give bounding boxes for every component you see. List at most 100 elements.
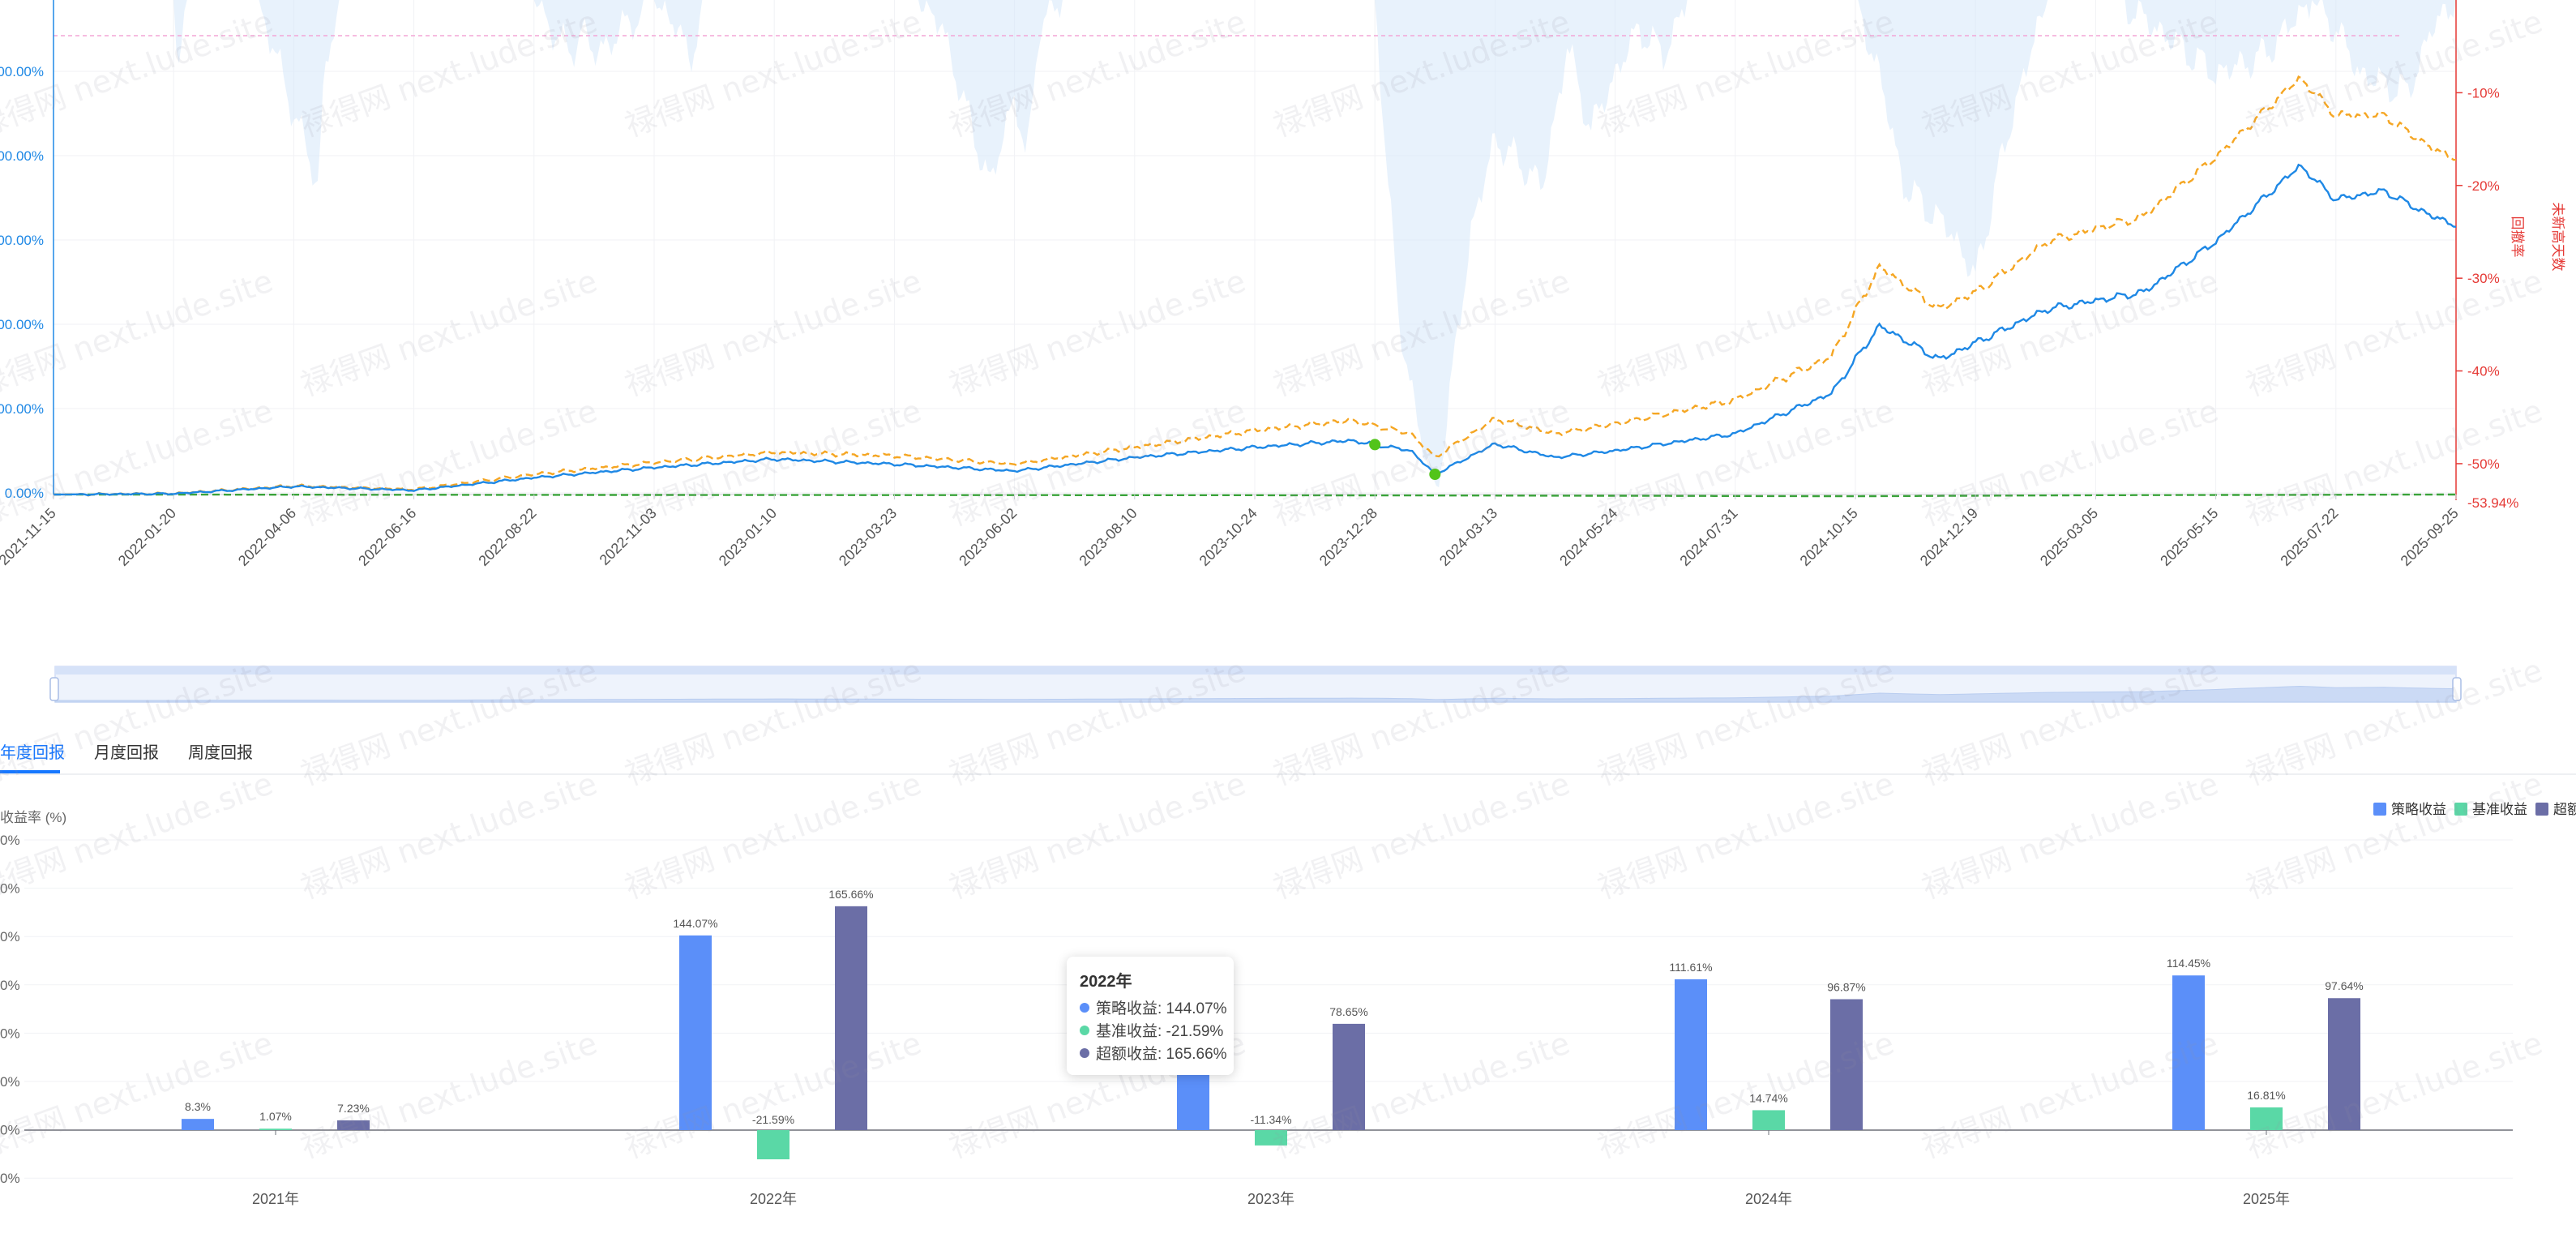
right-axis-tick-label: -10%: [2467, 85, 2500, 101]
legend-strategy-label: 策略收益: [2391, 802, 2446, 817]
benchmark-dot-icon: [1080, 1025, 1089, 1035]
bar-y-tick-label: 0%: [0, 1074, 20, 1090]
x-axis-label: 2023-06-02: [956, 505, 1020, 569]
excess-bar-label: 165.66%: [828, 888, 873, 901]
x-axis-label: 2022-04-06: [235, 505, 299, 569]
tab-weekly[interactable]: 周度回报: [188, 744, 253, 762]
x-axis-label: 2025-09-25: [2398, 505, 2462, 569]
left-axis-tick-label: 00.00%: [0, 64, 44, 79]
benchmark-bar: [757, 1130, 789, 1159]
strategy-bar-label: 111.61%: [1669, 961, 1712, 974]
strategy-series-line: [53, 163, 2457, 497]
excess-bar-label: 7.23%: [337, 1102, 370, 1115]
x-axis-label: 2023-03-23: [836, 505, 900, 569]
strategy-dot-icon: [1080, 1002, 1089, 1013]
benchmark-bar: [2250, 1107, 2283, 1130]
slider-right-handle: [2452, 677, 2462, 701]
x-axis-label: 2025-07-22: [2277, 505, 2341, 569]
slider-top-band: [55, 666, 2456, 675]
strategy-bar: [1675, 979, 1707, 1130]
benchmark-bar-label: 16.81%: [2247, 1089, 2285, 1102]
excess-series-line: [53, 493, 2456, 498]
excess-bar-label: 97.64%: [2325, 979, 2363, 992]
right-axis-tick-label: -40%: [2467, 364, 2500, 379]
right-axis-tick-label: -20%: [2467, 178, 2500, 194]
strategy-bar: [182, 1119, 214, 1130]
x-axis-label: 2024-03-13: [1436, 505, 1500, 569]
benchmark-bar-label: -21.59%: [752, 1113, 794, 1126]
legend-benchmark-swatch: [2454, 803, 2467, 816]
left-axis-tick-label: 00.00%: [0, 148, 44, 164]
bar-y-tick-label: 0%: [0, 929, 20, 944]
trough-marker: [1429, 469, 1441, 481]
bar-y-axis-title: 收益率 (%): [0, 810, 66, 825]
x-axis-label: 2022-01-20: [115, 505, 179, 569]
x-axis-label: 2022-06-16: [355, 505, 419, 569]
left-axis-tick-label: 0.00%: [5, 486, 44, 501]
tooltip-strategy-text: 策略收益: 144.07%: [1096, 1000, 1227, 1017]
left-axis-tick-label: 00.00%: [0, 401, 44, 417]
x-axis-label: 2024-12-19: [1917, 505, 1981, 569]
period-tabs: 年度回报 月度回报 周度回报: [0, 722, 2576, 775]
x-axis-label: 2023-08-10: [1076, 505, 1140, 569]
benchmark-bar-label: -11.34%: [1250, 1113, 1291, 1126]
strategy-bar: [679, 935, 712, 1130]
excess-bar: [835, 906, 867, 1130]
x-axis-label: 2022-08-22: [475, 505, 539, 569]
excess-bar: [2328, 998, 2360, 1130]
strategy-bar: [2172, 975, 2205, 1130]
strategy-bar-label: 144.07%: [673, 917, 717, 930]
bar-y-tick-label: 0%: [0, 833, 20, 848]
benchmark-series-line: [53, 75, 2457, 497]
x-axis-label: 2024-05-24: [1556, 505, 1620, 569]
slider-preview-area: [54, 685, 2457, 703]
legend-strategy-swatch: [2373, 803, 2386, 816]
drawdown-area: [53, 0, 2456, 487]
bar-x-axis-label: 2022年: [750, 1191, 797, 1207]
active-tab-indicator: [0, 770, 60, 773]
x-axis-label: 2022-11-03: [597, 505, 660, 568]
slider-left-handle: [49, 677, 59, 701]
x-axis-label: 2025-03-05: [2037, 505, 2101, 569]
benchmark-bar: [259, 1129, 292, 1130]
x-axis-label: 2023-01-10: [716, 505, 780, 569]
benchmark-bar-label: 14.74%: [1749, 1091, 1787, 1104]
benchmark-bar: [1255, 1130, 1287, 1146]
right-axis-tick-label: -30%: [2467, 271, 2500, 286]
excess-dot-icon: [1080, 1047, 1089, 1058]
tooltip-row-excess: 超额收益: 165.66%: [1080, 1043, 1227, 1066]
tab-annual[interactable]: 年度回报: [0, 744, 65, 762]
tooltip-benchmark-text: 基准收益: -21.59%: [1096, 1023, 1224, 1040]
x-axis-label: 2023-12-28: [1316, 505, 1380, 569]
x-axis-label: 2023-10-24: [1196, 505, 1260, 569]
cumulative-return-chart: 00.00% 00.00% 00.00% 00.00% 00.00% 0.00% -10% -…: [0, 0, 2565, 569]
strategy-bar-label: 8.3%: [185, 1100, 211, 1113]
bar-tooltip: 2022年 策略收益: 144.07% 基准收益: -21.59% 超额收益: …: [1067, 957, 1234, 1075]
excess-bar: [1333, 1023, 1365, 1130]
strategy-bar-label: 114.45%: [2167, 957, 2210, 970]
bar-x-axis-label: 2021年: [252, 1191, 299, 1207]
left-axis-tick-label: 00.00%: [0, 317, 44, 332]
annual-return-bar-chart: 收益率 (%) 0% 0% 0% 0% 0% 0% 0% 0% 2021年 8.3% 1.07% 7.2…: [0, 802, 2576, 1207]
x-axis-label: 2024-10-15: [1797, 505, 1861, 569]
excess-bar-label: 78.65%: [1329, 1005, 1367, 1018]
legend-benchmark-label: 基准收益: [2472, 802, 2527, 817]
right-axis-tick-label: -50%: [2467, 456, 2500, 472]
tooltip-title: 2022年: [1080, 973, 1132, 991]
excess-bar: [1830, 999, 1863, 1130]
x-axis-label: 2021-11-15: [0, 505, 59, 568]
x-axis-label: 2025-05-15: [2157, 505, 2221, 569]
bar-x-axis-label: 2025年: [2243, 1191, 2290, 1207]
data-zoom-slider[interactable]: [49, 666, 2462, 703]
bar-y-tick-label: 0%: [0, 1171, 20, 1186]
tooltip-row-strategy: 策略收益: 144.07%: [1080, 998, 1227, 1021]
excess-bar-label: 96.87%: [1827, 981, 1865, 994]
benchmark-bar-label: 1.07%: [259, 1110, 292, 1123]
tooltip-row-benchmark: 基准收益: -21.59%: [1080, 1021, 1224, 1043]
bar-y-tick-label: 0%: [0, 978, 20, 993]
tooltip-excess-text: 超额收益: 165.66%: [1096, 1046, 1227, 1063]
tab-monthly[interactable]: 月度回报: [94, 744, 159, 762]
legend-excess-swatch: [2535, 803, 2548, 816]
peak-marker: [1369, 439, 1381, 451]
